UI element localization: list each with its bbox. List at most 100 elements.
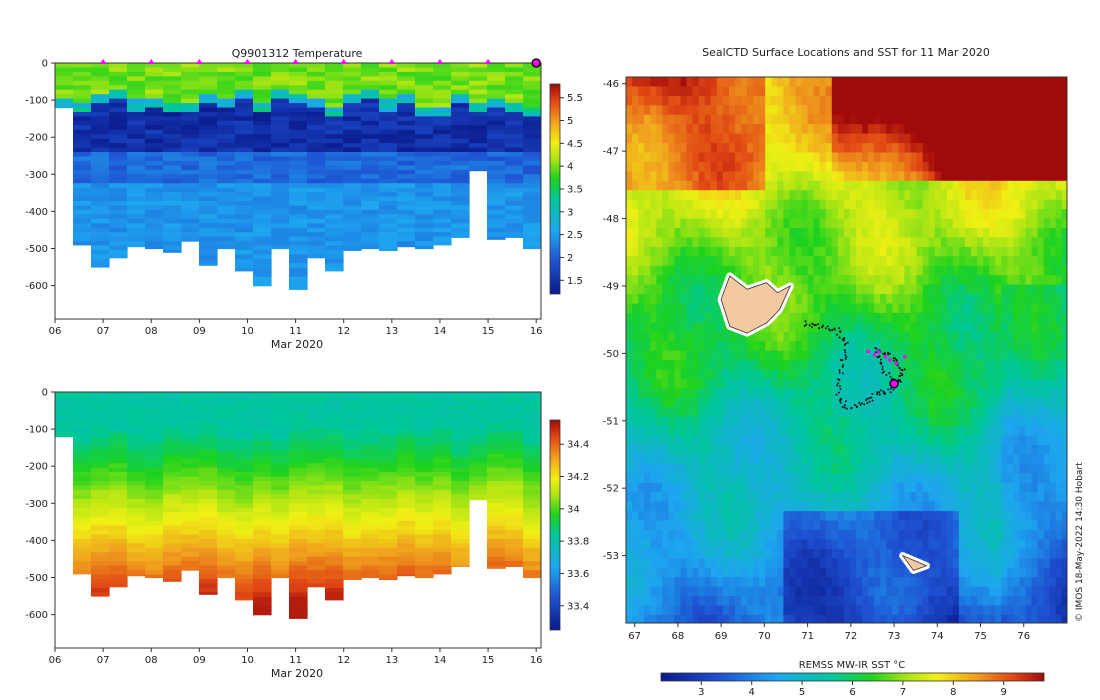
profile-cell — [325, 561, 344, 567]
sst-cell — [753, 124, 760, 135]
profile-cell — [487, 525, 506, 531]
profile-cell — [433, 441, 452, 447]
sst-cell — [874, 445, 881, 455]
profile-cell — [307, 147, 326, 153]
y-tick-label: 0 — [42, 59, 48, 70]
sst-cell — [801, 463, 809, 474]
sst-cell — [722, 379, 730, 389]
profile-cell — [181, 392, 200, 398]
profile-cell — [379, 547, 398, 553]
sst-cell — [626, 435, 633, 446]
profile-cell — [145, 392, 164, 398]
sst-cell — [747, 445, 754, 455]
sst-cell — [662, 161, 669, 172]
sst-cell — [898, 237, 906, 248]
sst-cell — [662, 548, 669, 559]
sst-cell — [692, 312, 700, 323]
sst-cell — [771, 228, 778, 238]
sst-cell — [704, 237, 712, 248]
profile-cell — [181, 503, 200, 509]
profile-cell — [163, 165, 182, 171]
sst-cell — [856, 492, 863, 503]
profile-cell — [235, 516, 254, 522]
profile-cell — [289, 392, 308, 398]
sst-cell — [692, 143, 700, 154]
profile-cell — [73, 561, 92, 567]
sst-cell — [862, 539, 869, 550]
profile-cell — [109, 169, 128, 175]
sst-cell — [710, 143, 718, 154]
profile-cell — [127, 107, 146, 113]
profile-cell — [109, 245, 128, 251]
profile-cell — [469, 463, 488, 469]
profile-cell — [397, 521, 416, 527]
profile-cell — [523, 160, 541, 166]
profile-cell — [253, 503, 272, 509]
profile-cell — [253, 485, 272, 491]
sst-cell — [783, 322, 791, 333]
sst-cell — [819, 501, 827, 512]
profile-cell — [361, 538, 380, 544]
sst-cell — [825, 209, 833, 220]
sst-cell — [722, 558, 730, 569]
sst-cell — [892, 256, 899, 267]
sst-cell — [632, 95, 639, 106]
sst-cell — [759, 605, 766, 616]
sst-cell — [686, 577, 694, 588]
sst-cell — [819, 199, 827, 210]
profile-cell — [487, 209, 506, 215]
profile-cell — [487, 183, 506, 189]
profile-cell — [253, 138, 272, 144]
sst-cell — [765, 492, 772, 503]
sst-cell — [777, 397, 784, 408]
sst-cell — [862, 143, 869, 154]
sst-cell — [892, 209, 899, 220]
profile-cell — [199, 476, 218, 482]
profile-cell — [235, 458, 254, 464]
sst-cell — [819, 577, 827, 588]
sst-cell — [825, 152, 833, 163]
sst-cell — [626, 105, 633, 116]
sst-cell — [813, 312, 821, 323]
sst-cell — [777, 265, 784, 276]
profile-cell — [487, 129, 506, 135]
sst-cell — [735, 473, 742, 484]
sst-cell — [680, 388, 688, 399]
sst-cell — [662, 577, 669, 588]
profile-cell — [91, 94, 110, 100]
profile-cell — [307, 458, 326, 464]
sst-cell — [680, 275, 688, 286]
sst-cell — [825, 596, 833, 606]
sst-cell — [807, 265, 815, 276]
profile-cell — [91, 183, 110, 189]
sst-cell — [710, 388, 718, 399]
sst-cell — [874, 548, 881, 559]
profile-cell — [379, 192, 398, 198]
sst-cell — [819, 275, 827, 286]
profile-cell — [217, 445, 236, 451]
sst-cell — [686, 596, 694, 606]
profile-cell — [109, 107, 128, 113]
sst-cell — [674, 548, 682, 559]
sst-cell — [735, 105, 742, 116]
profile-cell — [397, 467, 416, 473]
profile-cell — [361, 165, 380, 171]
profile-cell — [217, 476, 236, 482]
profile-cell — [109, 214, 128, 220]
sst-cell — [716, 161, 724, 172]
profile-cell — [307, 125, 326, 131]
sst-cell — [686, 548, 694, 559]
profile-cell — [199, 214, 218, 220]
sst-cell — [716, 303, 724, 314]
profile-cell — [325, 107, 344, 113]
sst-cell — [795, 237, 803, 248]
profile-cell — [289, 174, 308, 180]
profile-cell — [109, 489, 128, 495]
sst-cell — [886, 275, 893, 286]
sst-cell — [874, 190, 881, 201]
sst-cell — [825, 586, 833, 597]
sst-cell — [626, 379, 633, 389]
profile-cell — [253, 596, 272, 602]
profile-cell — [271, 165, 290, 171]
sst-cell — [819, 237, 827, 248]
